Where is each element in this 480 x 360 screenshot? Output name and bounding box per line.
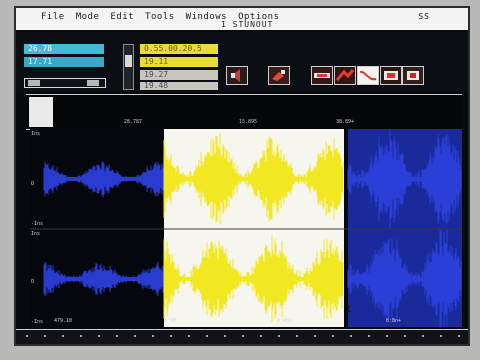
y-label-mid-2: O xyxy=(31,279,35,285)
time-field[interactable]: 0.55.00.20.5 xyxy=(140,44,218,54)
x-label-2: 8:48 xyxy=(164,318,177,324)
menu-items: File Mode Edit Tools Windows Options xyxy=(41,12,280,22)
waveform-view[interactable]: Ins O -Ins Ins O -Ins 479.10 8:48 8:488 … xyxy=(30,129,462,327)
text-cursor-mark: I xyxy=(346,305,352,315)
status-dash xyxy=(26,335,462,337)
menu-mode[interactable]: Mode xyxy=(75,12,100,22)
overview-tick-3: 38.89+ xyxy=(336,119,355,125)
menu-options[interactable]: Options xyxy=(238,12,280,22)
menu-edit[interactable]: Edit xyxy=(110,12,135,22)
y-label-top-2: Ins xyxy=(31,231,41,237)
y-label-top-1: Ins xyxy=(31,131,41,137)
waveform-channel-2-right xyxy=(347,228,462,327)
loop-icon[interactable] xyxy=(334,66,356,85)
edit-icon[interactable] xyxy=(268,66,290,85)
y-label-mid-1: O xyxy=(31,181,35,187)
menu-right-indicator: SS xyxy=(418,12,430,21)
mini-transport[interactable] xyxy=(24,78,106,88)
waveform-channel-1-left xyxy=(43,161,164,197)
y-label-bot-1: -Ins xyxy=(31,221,44,227)
curve-icon[interactable] xyxy=(357,66,379,85)
menu-bar: File Mode Edit Tools Windows Options SS … xyxy=(16,8,468,30)
end-field[interactable]: 19.27 xyxy=(140,70,218,80)
overview-tick-2: 15.895 xyxy=(239,119,258,125)
level-slider-thumb[interactable] xyxy=(125,55,132,67)
toolbar: 26.78 17.71 0.55.00.20.5 19.11 19.27 19.… xyxy=(16,32,468,92)
waveform-canvas[interactable] xyxy=(30,129,462,327)
app-window: File Mode Edit Tools Windows Options SS … xyxy=(14,6,470,346)
duration-field[interactable]: 19.48 xyxy=(140,82,218,90)
overview-selection[interactable] xyxy=(29,97,53,127)
overview-tick-1: 28.787 xyxy=(124,119,143,125)
x-label-1: 479.10 xyxy=(54,318,73,324)
x-label-4: 8:8n+ xyxy=(386,318,402,324)
status-bar xyxy=(16,329,468,344)
menu-tools[interactable]: Tools xyxy=(145,12,175,22)
waveform-channel-2-selected xyxy=(163,235,344,323)
level-slider[interactable] xyxy=(123,44,134,90)
speaker-icon[interactable] xyxy=(226,66,248,85)
compress-icon[interactable] xyxy=(311,66,333,85)
mixer-icon[interactable] xyxy=(380,66,402,85)
start-field[interactable]: 19.11 xyxy=(140,57,218,67)
menu-windows[interactable]: Windows xyxy=(185,12,228,22)
waveform-channel-1-selected xyxy=(163,133,344,225)
menu-file[interactable]: File xyxy=(41,12,65,22)
position-field[interactable]: 26.78 xyxy=(24,44,104,54)
length-field[interactable]: 17.71 xyxy=(24,57,104,67)
y-label-bot-2: -Ins xyxy=(31,319,44,325)
marker-icon[interactable] xyxy=(402,66,424,85)
waveform-channel-1-right xyxy=(347,129,462,230)
x-label-3: 8:488 xyxy=(277,318,293,324)
overview-strip[interactable]: 28.787 15.895 38.89+ xyxy=(26,94,462,130)
waveform-channel-2-left xyxy=(43,261,164,297)
document-title: 1 STUNOUT xyxy=(221,20,274,29)
